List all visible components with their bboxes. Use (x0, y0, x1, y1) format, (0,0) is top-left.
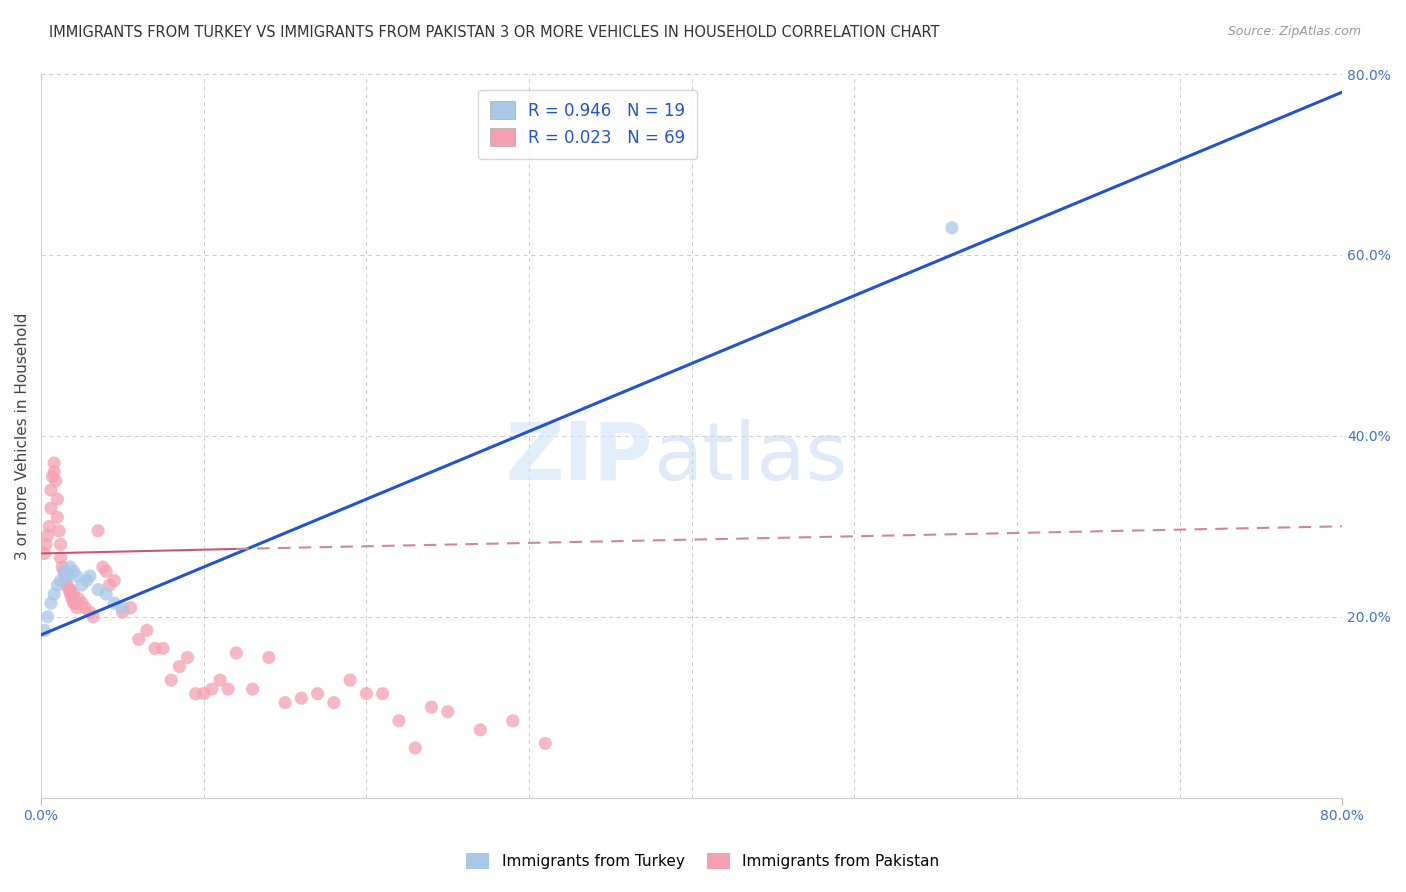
Point (66, 569, 89, 583)
Point (62, 565, 84, 579)
Point (52, 565, 75, 579)
Point (59, 560, 82, 574)
Point (46, 578, 69, 592)
Point (39, 596, 62, 610)
Point (55, 574, 77, 588)
Point (39, 483, 62, 497)
Point (111, 600, 134, 615)
Text: Source: ZipAtlas.com: Source: ZipAtlas.com (1227, 25, 1361, 38)
Text: ZIP: ZIP (505, 418, 652, 497)
Point (56, 569, 79, 583)
Point (208, 673, 231, 687)
Point (62, 587, 84, 601)
Point (39, 501, 62, 516)
Point (420, 700, 443, 714)
Point (46, 492, 69, 507)
Point (42, 456, 65, 470)
Point (60, 591, 83, 606)
Point (502, 714, 524, 728)
Point (941, 220, 963, 235)
Point (257, 650, 280, 665)
Text: IMMIGRANTS FROM TURKEY VS IMMIGRANTS FROM PAKISTAN 3 OR MORE VEHICLES IN HOUSEHO: IMMIGRANTS FROM TURKEY VS IMMIGRANTS FRO… (49, 25, 939, 40)
Point (111, 605, 134, 619)
Point (201, 682, 224, 697)
Legend: R = 0.946   N = 19, R = 0.023   N = 69: R = 0.946 N = 19, R = 0.023 N = 69 (478, 89, 697, 159)
Point (65, 596, 87, 610)
Point (152, 641, 174, 656)
Point (307, 687, 329, 701)
Point (62, 596, 84, 610)
Point (52, 565, 75, 579)
Point (128, 632, 150, 647)
Point (56, 578, 79, 592)
Point (225, 646, 247, 660)
Point (42, 465, 65, 479)
Point (34, 624, 56, 638)
Legend: Immigrants from Turkey, Immigrants from Pakistan: Immigrants from Turkey, Immigrants from … (460, 847, 946, 875)
Point (176, 650, 198, 665)
Point (404, 740, 426, 755)
Point (46, 510, 69, 524)
Point (70, 578, 93, 592)
Point (290, 691, 312, 706)
Point (160, 673, 183, 687)
Point (51, 560, 73, 574)
Point (49, 551, 72, 566)
Point (242, 682, 264, 697)
Point (371, 687, 394, 701)
Point (67, 591, 90, 606)
Point (37, 609, 59, 624)
Point (135, 624, 157, 638)
Y-axis label: 3 or more Vehicles in Household: 3 or more Vehicles in Household (15, 312, 30, 559)
Point (42, 587, 65, 601)
Point (339, 673, 361, 687)
Point (184, 687, 207, 701)
Point (274, 696, 297, 710)
Point (55, 569, 77, 583)
Point (96, 587, 118, 601)
Point (35, 537, 58, 551)
Point (58, 582, 80, 597)
Point (388, 714, 411, 728)
Point (91, 560, 114, 574)
Point (87, 524, 110, 538)
Point (59, 582, 82, 597)
Point (70, 596, 93, 610)
Point (120, 600, 142, 615)
Point (73, 600, 96, 615)
Text: atlas: atlas (652, 418, 846, 497)
Point (103, 574, 125, 588)
Point (76, 574, 98, 588)
Point (87, 582, 110, 597)
Point (38, 519, 60, 533)
Point (143, 641, 166, 656)
Point (37, 528, 59, 542)
Point (98, 578, 121, 592)
Point (82, 609, 104, 624)
Point (96, 565, 118, 579)
Point (436, 705, 458, 719)
Point (470, 723, 492, 737)
Point (49, 537, 72, 551)
Point (34, 546, 56, 560)
Point (193, 687, 215, 701)
Point (49, 574, 72, 588)
Point (41, 469, 63, 483)
Point (534, 736, 557, 750)
Point (217, 682, 239, 697)
Point (322, 696, 344, 710)
Point (356, 687, 378, 701)
Point (79, 569, 101, 583)
Point (79, 605, 101, 619)
Point (66, 600, 89, 615)
Point (48, 524, 70, 538)
Point (45, 474, 67, 488)
Point (169, 659, 191, 673)
Point (59, 587, 82, 601)
Point (103, 596, 125, 610)
